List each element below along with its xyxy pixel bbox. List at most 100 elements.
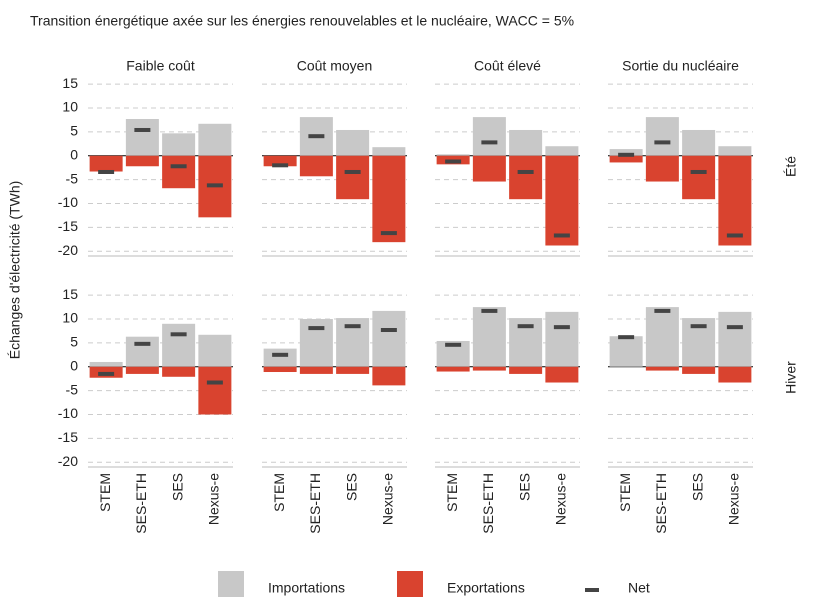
export-bar <box>682 155 716 200</box>
y-tick-label: -15 <box>58 218 78 234</box>
x-tick-label: SES <box>343 473 359 501</box>
y-tick-label: 5 <box>70 334 78 350</box>
column-title: Faible coût <box>126 58 195 74</box>
import-bar <box>162 133 196 156</box>
import-bar <box>645 117 679 156</box>
import-bar <box>545 311 579 367</box>
x-tick-label: SES-ETH <box>653 473 669 534</box>
column-title: Coût élevé <box>474 58 541 74</box>
net-marker <box>553 325 570 330</box>
net-marker <box>206 380 223 385</box>
import-bar <box>682 129 716 156</box>
net-marker <box>272 352 289 357</box>
export-bar <box>509 366 543 374</box>
net-marker <box>272 163 289 168</box>
export-bar <box>645 155 679 182</box>
net-marker <box>481 140 498 145</box>
net-marker <box>134 341 151 346</box>
export-bar <box>336 155 370 200</box>
export-bar <box>372 366 406 386</box>
net-marker <box>654 308 671 313</box>
x-tick-label: Nexus-e <box>206 473 222 525</box>
export-bar <box>263 155 297 167</box>
y-tick-label: 10 <box>62 99 78 115</box>
y-tick-label: 5 <box>70 123 78 139</box>
import-bar <box>718 146 752 156</box>
legend-label: Exportations <box>447 580 525 596</box>
y-tick-label: 10 <box>62 310 78 326</box>
y-tick-label: -10 <box>58 194 78 210</box>
export-bar <box>682 366 716 374</box>
row-label: Été <box>783 156 799 177</box>
y-tick-label: -5 <box>66 170 79 186</box>
net-marker <box>654 140 671 145</box>
import-bar <box>718 311 752 367</box>
export-bar <box>509 155 543 200</box>
x-tick-label: STEM <box>271 473 287 512</box>
export-bar <box>125 155 159 167</box>
export-bar <box>162 366 196 377</box>
net-marker <box>445 342 462 347</box>
y-tick-label: 15 <box>62 286 78 302</box>
net-marker <box>380 328 397 333</box>
x-tick-label: SES-ETH <box>133 473 149 534</box>
legend-label: Net <box>628 580 650 596</box>
y-tick-label: -15 <box>58 429 78 445</box>
export-bar <box>263 366 297 373</box>
export-bar <box>299 155 333 177</box>
net-marker <box>98 371 115 376</box>
net-marker <box>726 325 743 330</box>
export-bar <box>545 366 579 383</box>
net-marker <box>618 335 635 340</box>
y-tick-label: -20 <box>58 242 78 258</box>
legend-swatch <box>585 588 599 592</box>
import-bar <box>472 117 506 156</box>
net-marker <box>308 326 325 331</box>
x-tick-label: SES <box>689 473 705 501</box>
x-tick-label: SES-ETH <box>480 473 496 534</box>
net-marker <box>517 324 534 329</box>
net-marker <box>344 169 361 174</box>
x-tick-label: SES-ETH <box>307 473 323 534</box>
export-bar <box>718 366 752 383</box>
export-bar <box>472 155 506 182</box>
import-bar <box>125 336 159 367</box>
export-bar <box>609 155 643 163</box>
row-label: Hiver <box>783 361 799 394</box>
y-tick-label: 0 <box>70 357 78 373</box>
x-tick-label: Nexus-e <box>380 473 396 525</box>
import-bar <box>89 361 123 367</box>
export-bar <box>89 155 123 172</box>
net-marker <box>206 183 223 188</box>
column-title: Sortie du nucléaire <box>622 58 739 74</box>
import-bar <box>609 336 643 367</box>
import-bar <box>372 310 406 367</box>
export-bar <box>718 155 752 246</box>
export-bar <box>125 366 159 374</box>
net-marker <box>618 152 635 157</box>
net-marker <box>553 233 570 238</box>
chart-title: Transition énergétique axée sur les éner… <box>30 13 574 29</box>
export-bar <box>162 155 196 189</box>
export-bar <box>198 366 232 415</box>
x-tick-label: STEM <box>617 473 633 512</box>
import-bar <box>162 323 196 367</box>
import-bar <box>436 154 470 156</box>
import-bar <box>263 348 297 367</box>
import-bar <box>609 149 643 156</box>
import-bar <box>645 307 679 367</box>
export-bar <box>472 366 506 371</box>
export-bar <box>336 366 370 374</box>
y-tick-label: -10 <box>58 405 78 421</box>
net-marker <box>517 169 534 174</box>
export-bar <box>436 366 470 372</box>
net-marker <box>690 169 707 174</box>
net-marker <box>726 233 743 238</box>
import-bar <box>198 123 232 156</box>
net-marker <box>690 324 707 329</box>
net-marker <box>344 324 361 329</box>
y-tick-label: -5 <box>66 381 79 397</box>
y-axis-label: Échanges d'électricité (TWh) <box>7 181 23 360</box>
x-tick-label: STEM <box>97 473 113 512</box>
